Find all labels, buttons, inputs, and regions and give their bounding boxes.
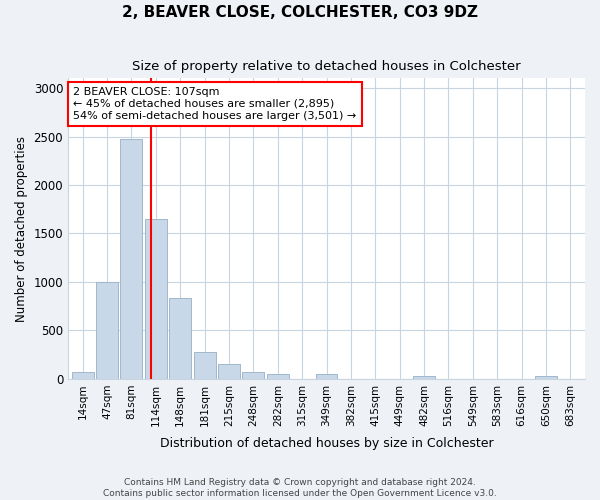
Bar <box>96 282 118 379</box>
Y-axis label: Number of detached properties: Number of detached properties <box>15 136 28 322</box>
Text: 2, BEAVER CLOSE, COLCHESTER, CO3 9DZ: 2, BEAVER CLOSE, COLCHESTER, CO3 9DZ <box>122 5 478 20</box>
Text: 2 BEAVER CLOSE: 107sqm
← 45% of detached houses are smaller (2,895)
54% of semi-: 2 BEAVER CLOSE: 107sqm ← 45% of detached… <box>73 88 356 120</box>
Bar <box>535 376 557 379</box>
X-axis label: Distribution of detached houses by size in Colchester: Distribution of detached houses by size … <box>160 437 493 450</box>
Bar <box>121 139 142 379</box>
Bar <box>413 376 435 379</box>
Bar <box>194 352 215 379</box>
Bar <box>145 219 167 379</box>
Bar <box>169 298 191 379</box>
Bar <box>71 372 94 379</box>
Bar <box>242 372 265 379</box>
Bar <box>316 374 337 379</box>
Bar <box>218 364 240 379</box>
Title: Size of property relative to detached houses in Colchester: Size of property relative to detached ho… <box>132 60 521 73</box>
Text: Contains HM Land Registry data © Crown copyright and database right 2024.
Contai: Contains HM Land Registry data © Crown c… <box>103 478 497 498</box>
Bar <box>267 374 289 379</box>
